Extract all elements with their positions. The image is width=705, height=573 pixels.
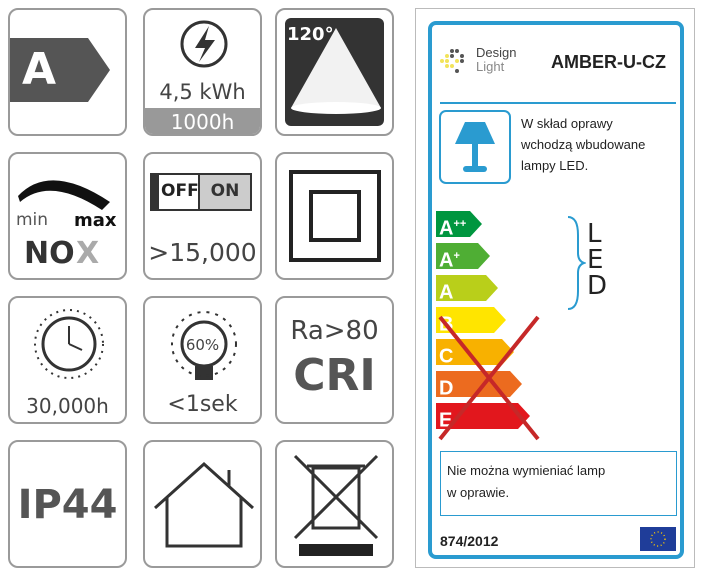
dim-min: min xyxy=(16,210,49,230)
switch-cycles: >15,000 xyxy=(148,238,257,267)
beam-angle-tile: 120° xyxy=(275,8,394,136)
lamp-text-line: wchodzą wbudowane xyxy=(521,137,646,152)
class-letter: D xyxy=(439,377,454,400)
table-lamp-icon xyxy=(439,110,511,184)
design-light-logo-icon xyxy=(440,49,464,73)
energy-class-arrow: A++ xyxy=(436,211,482,237)
brand-no: NO xyxy=(24,236,75,271)
regulation: 874/2012 xyxy=(440,533,499,549)
warmup-tile: 60% <1sek xyxy=(143,296,262,424)
cri-tile: Ra>80 CRI xyxy=(275,296,394,424)
class-letter: A xyxy=(439,281,454,304)
model-name: AMBER-U-CZ xyxy=(551,52,666,72)
lamp-text: W skład oprawy wchodzą wbudowane lampy L… xyxy=(521,113,645,176)
class-sup: ++ xyxy=(453,218,467,230)
crossed-bin-icon xyxy=(293,454,379,556)
brand-line1: Design xyxy=(476,45,517,60)
class-letter: A xyxy=(439,217,454,240)
clock-icon xyxy=(34,309,104,379)
cross-out-icon xyxy=(438,315,540,441)
note-box: Nie można wymieniać lamp w oprawie. xyxy=(440,451,677,516)
beam-angle: 120° xyxy=(287,24,334,45)
energy-arrow-icon xyxy=(10,38,110,102)
class-sup: + xyxy=(453,250,460,262)
note-text: Nie można wymieniać lamp w oprawie. xyxy=(447,460,605,504)
energy-class-arrow: A+ xyxy=(436,243,490,269)
brace-icon xyxy=(567,216,586,310)
warmup-time: <1sek xyxy=(167,392,238,417)
ip-rating-tile: IP44 xyxy=(8,440,127,568)
warmup-percent: 60% xyxy=(185,336,220,354)
note-line: Nie można wymieniać lamp xyxy=(447,463,606,478)
dimming-tile: min max NO X xyxy=(8,152,127,280)
switch-on: ON xyxy=(210,181,240,201)
energy-class-arrow: D xyxy=(436,371,522,397)
house-icon xyxy=(153,461,255,548)
switch-icon xyxy=(150,173,252,211)
beam-cone-icon xyxy=(285,18,384,126)
class-ii-tile xyxy=(275,152,394,280)
divider xyxy=(440,102,676,104)
energy-label-frame: Design Light AMBER-U-CZ W skład oprawy w… xyxy=(428,21,684,559)
lamp-text-line: lampy LED. xyxy=(521,158,589,173)
lamp-text-line: W skład oprawy xyxy=(521,116,613,131)
dimming-arc-icon xyxy=(18,180,110,210)
class-letter: E xyxy=(439,409,453,432)
double-insulation-icon xyxy=(289,170,381,262)
bulb-icon xyxy=(171,311,237,380)
lifetime: 30,000h xyxy=(26,394,109,418)
weee-tile xyxy=(275,440,394,568)
cri-ra: Ra>80 xyxy=(290,316,379,346)
ip-rating: IP44 xyxy=(17,482,118,528)
energy-class-tile: A xyxy=(8,8,127,136)
lightning-icon xyxy=(180,20,228,68)
eu-flag-icon xyxy=(640,527,676,551)
switch-off: OFF xyxy=(161,181,199,201)
lifetime-tile: 30,000h xyxy=(8,296,127,424)
energy-class: A xyxy=(22,44,57,95)
dim-max: max xyxy=(74,210,117,231)
energy-hours: 1000h xyxy=(145,108,260,134)
energy-consumption-tile: 4,5 kWh 1000h xyxy=(143,8,262,136)
note-line: w oprawie. xyxy=(447,485,510,500)
class-letter: C xyxy=(439,345,454,368)
cri-label: CRI xyxy=(293,350,376,401)
brand-line2: Light xyxy=(476,59,505,74)
energy-kwh: 4,5 kWh xyxy=(159,80,246,104)
class-letter: A xyxy=(439,249,454,272)
brand-x: X xyxy=(76,236,100,271)
energy-class-arrow: A xyxy=(436,275,498,301)
switch-cycles-tile: OFF ON >15,000 xyxy=(143,152,262,280)
indoor-tile xyxy=(143,440,262,568)
energy-label: Design Light AMBER-U-CZ W skład oprawy w… xyxy=(415,8,695,568)
